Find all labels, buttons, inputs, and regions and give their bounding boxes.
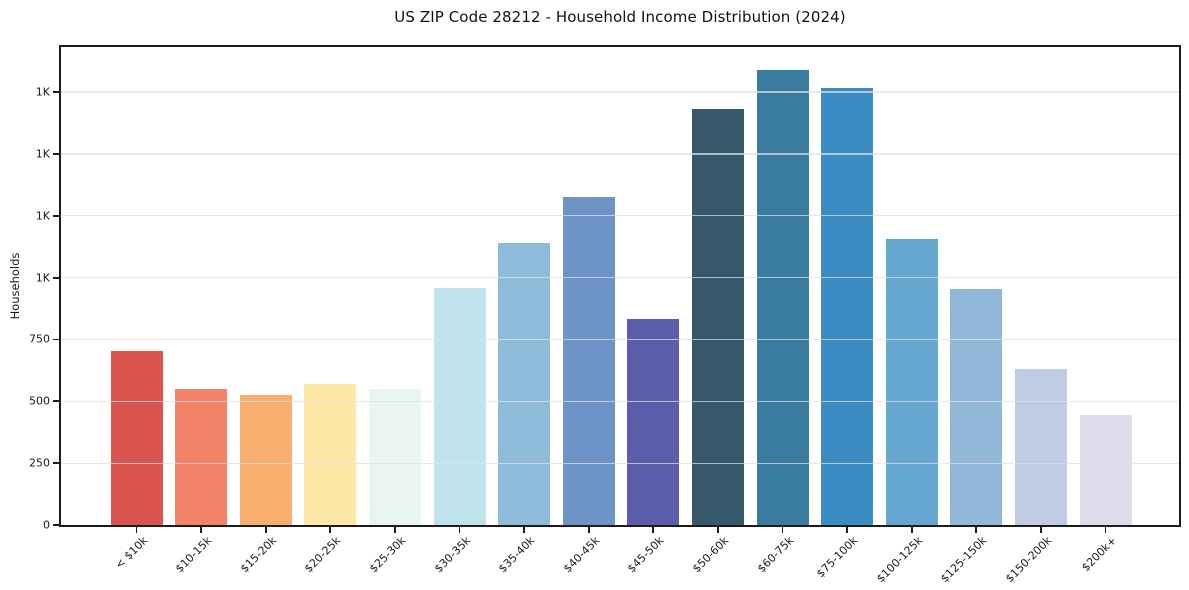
gridline [61,153,1179,155]
bar-10-15k [175,388,228,525]
x-tick-mark [1040,527,1042,533]
x-tick-mark [394,527,396,533]
x-tick-label: < $10k [112,534,150,572]
bar-35-40k [498,242,551,525]
bar-100-125k [885,239,938,525]
gridline [61,400,1179,402]
x-tick-mark [652,527,655,533]
bar-60-75k [756,69,809,525]
x-tick-mark [523,527,525,533]
x-tick-label: $25-30k [366,534,409,576]
x-tick-mark [329,527,332,533]
plot-area: 0 250 500 750 1K 1K 1K 1K < $10k $10-15k $15-20k $2… [29,45,1181,585]
y-tick-label: 1K [35,85,50,99]
x-tick-label: $35-40k [496,534,538,576]
y-tick-mark [53,91,59,93]
x-tick-label: $60-75k [754,534,796,576]
y-tick-label: 500 [29,394,50,408]
x-tick-mark [200,527,202,533]
x-tick-mark [1104,527,1107,533]
gridline [61,91,1179,93]
bar-40-45k [562,197,615,525]
x-tick-label: $150-200k [1002,534,1055,586]
x-tick-mark [264,527,267,533]
bar-50-60k [691,109,744,525]
gridline [61,215,1179,217]
bar-10k [110,350,163,525]
y-tick-mark [53,400,59,403]
bar-25-30k [368,389,421,525]
y-tick-label: 1K [35,271,50,285]
x-tick-label: $45-50k [625,534,667,576]
y-tick-mark [53,214,59,217]
bar-200k+ [1079,414,1132,525]
x-tick-label: $15-20k [237,534,279,576]
bar-150-200k [1014,369,1067,525]
x-tick-label: $20-25k [302,534,344,576]
y-tick-label: 1K [35,209,50,223]
x-tick-mark [717,527,719,533]
chart-title: US ZIP Code 28212 - Household Income Dis… [394,8,846,26]
x-tick-label: $10-15k [173,534,215,576]
bar-125-150k [950,289,1003,525]
x-tick-mark [587,527,590,533]
x-tick-label: $100-125k [873,534,925,586]
x-tick-label: $200k+ [1078,534,1119,575]
bar-75-100k [821,88,874,525]
y-tick-label: 250 [29,456,50,470]
x-tick-label: $40-45k [560,534,602,576]
x-tick-mark [910,527,913,533]
gridline [61,338,1179,341]
x-tick-mark [135,527,138,533]
y-tick-label: 0 [43,518,50,532]
x-tick-label: $75-100k [814,534,861,581]
y-tick-mark [53,276,59,279]
bar-30-35k [433,288,486,525]
x-tick-label: $50-60k [689,534,732,576]
x-tick-label: $125-150k [938,534,990,586]
x-tick-mark [781,527,784,533]
bar-15-20k [239,394,292,525]
y-tick-label: 750 [29,332,50,346]
gridline [61,276,1179,279]
y-tick-mark [53,524,59,526]
x-tick-label: $30-35k [431,534,473,576]
x-tick-mark [846,527,848,533]
x-tick-mark [975,527,978,533]
gridline [61,462,1179,464]
y-tick-label: 1K [35,147,50,161]
bar-20-25k [304,383,357,525]
y-tick-mark [53,462,59,465]
y-axis-label: Households [8,252,22,320]
bar-45-50k [627,319,680,525]
y-tick-mark [53,153,59,155]
x-tick-mark [458,527,461,533]
y-tick-mark [53,338,59,341]
